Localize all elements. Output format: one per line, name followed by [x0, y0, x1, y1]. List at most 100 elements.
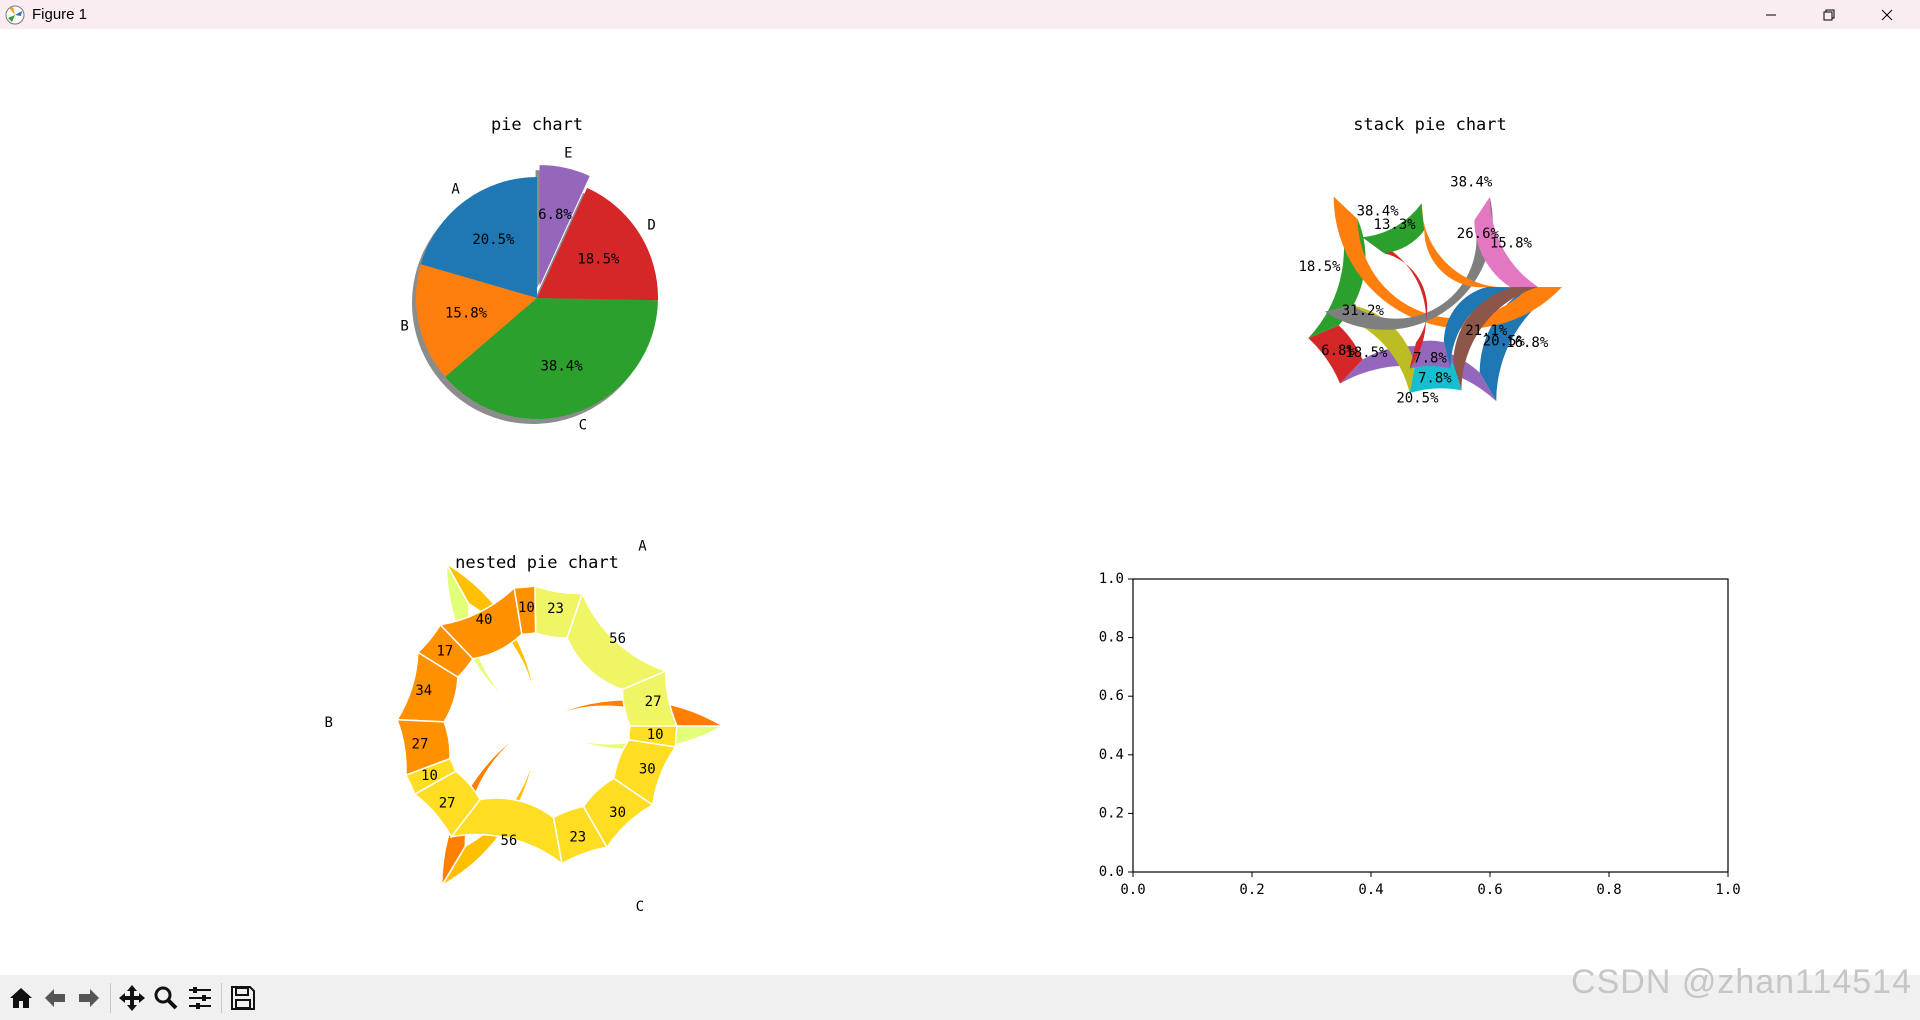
- ring-wedge-middle: [1474, 197, 1538, 287]
- figure-canvas: A 20.5% B 15.8% C 38.4% D 18.5% E 6.8% pie chart 1…: [324, 115, 1741, 915]
- forward-icon: [79, 988, 99, 1007]
- ring-pct-label: 21.1%: [1465, 323, 1508, 339]
- x-tick-label: 0.8: [1596, 882, 1621, 898]
- inner-value-label: 10: [421, 768, 438, 784]
- matplotlib-app-icon: [5, 5, 25, 24]
- navigation-toolbar: [0, 975, 1920, 1020]
- ring-wedge-middle: [1324, 197, 1493, 330]
- inner-wedge: [438, 586, 523, 660]
- y-tick-label: 1.0: [1099, 571, 1124, 587]
- pie-wedge-D: [537, 187, 658, 301]
- inner-value-label: 10: [647, 727, 664, 743]
- inner-value-label: 27: [645, 694, 662, 710]
- pie-pct-label: 6.8%: [538, 207, 572, 223]
- toolbar-separator: [110, 982, 111, 1013]
- forward-button[interactable]: [72, 981, 106, 1015]
- y-tick-label: 0.8: [1099, 630, 1124, 646]
- axes-frame: [1132, 578, 1729, 873]
- y-tick-label: 0.6: [1099, 688, 1124, 704]
- ring-wedge-inner: [1362, 237, 1428, 369]
- pie-pct-label: 18.5%: [577, 251, 620, 267]
- inner-value-label: 27: [412, 737, 429, 753]
- outer-label-C: C: [636, 899, 644, 915]
- pie-wedge-A: [420, 177, 537, 298]
- inner-value-label: 10: [518, 600, 535, 616]
- inner-value-label: 40: [476, 612, 493, 628]
- pie-label-D: D: [647, 218, 655, 234]
- restore-icon: [1823, 9, 1835, 20]
- ring-pct-label: 26.6%: [1457, 226, 1500, 242]
- watermark: CSDN @zhan114514: [1571, 963, 1912, 1001]
- outer-wedge-C: [440, 698, 726, 889]
- empty-axes: 0.0 0.2 0.4 0.6 0.8 1.0 0.0 0.2 0.4 0.6 0.8 1.0: [1099, 571, 1741, 898]
- ring-pct-label: 20.5%: [1483, 334, 1526, 350]
- chart-title: stack pie chart: [1353, 115, 1507, 135]
- ring-wedge-outer: [1333, 196, 1562, 329]
- ring-wedge-inner: [1362, 203, 1425, 254]
- inner-value-label: 34: [415, 683, 432, 699]
- ring-pct-label: 38.4%: [1450, 175, 1493, 191]
- inner-wedge: [534, 584, 584, 639]
- inner-value-label: 23: [547, 601, 564, 617]
- ring-wedge-middle: [1409, 362, 1462, 394]
- ring-wedge-middle: [1453, 287, 1538, 391]
- inner-value-label: 23: [569, 829, 586, 845]
- close-icon: [1881, 9, 1893, 20]
- chart-title: nested pie chart: [455, 553, 619, 573]
- save-icon: [231, 985, 255, 1010]
- zoom-button[interactable]: [149, 981, 183, 1015]
- ring-pct-label: 38.4%: [1357, 204, 1400, 220]
- inner-wedge: [416, 623, 474, 679]
- back-button[interactable]: [38, 981, 72, 1015]
- inner-value-label: 30: [609, 805, 626, 821]
- ring-pct-label: 16.8%: [1506, 335, 1549, 351]
- inner-value-label: 30: [639, 761, 656, 777]
- inner-wedge: [628, 725, 678, 748]
- ring-wedge-inner: [1443, 287, 1514, 369]
- ring-pct-label: 7.8%: [1418, 371, 1452, 387]
- close-button[interactable]: [1858, 0, 1916, 29]
- inner-value-label: 56: [609, 631, 626, 647]
- y-tick-label: 0.2: [1099, 805, 1124, 821]
- ring-pct-label: 13.3%: [1374, 217, 1417, 233]
- pie-wedge-E: [539, 165, 590, 287]
- inner-wedge: [449, 797, 564, 866]
- pie-wedge-B: [416, 264, 537, 377]
- window-title: Figure 1: [32, 6, 88, 23]
- y-tick-label: 0.0: [1099, 864, 1124, 880]
- window-titlebar: Figure 1: [0, 0, 1920, 29]
- inner-value-label: 56: [500, 833, 517, 849]
- restore-button[interactable]: [1800, 0, 1858, 29]
- pie-pct-label: 15.8%: [445, 305, 488, 321]
- stack-pie-chart-axes: 16.8%20.5%6.8%18.5%38.4%20.5%7.8%18.5%38…: [1298, 115, 1562, 406]
- inner-wedge: [404, 757, 457, 796]
- inner-wedge: [613, 739, 677, 807]
- configure-subplots-button[interactable]: [183, 981, 217, 1015]
- home-button[interactable]: [4, 981, 38, 1015]
- toolbar-separator: [221, 982, 222, 1013]
- save-button[interactable]: [226, 981, 260, 1015]
- outer-wedge-A: [445, 560, 726, 751]
- inner-wedge: [552, 805, 609, 865]
- inner-wedge: [566, 591, 668, 691]
- chart-title: pie chart: [491, 115, 583, 135]
- inner-value-label: 17: [436, 643, 453, 659]
- ring-wedge-outer: [1308, 325, 1363, 384]
- x-tick-label: 1.0: [1715, 882, 1740, 898]
- home-icon: [10, 987, 32, 1008]
- x-tick-label: 0.6: [1477, 882, 1502, 898]
- pie-label-E: E: [564, 146, 572, 162]
- pan-icon: [119, 984, 145, 1011]
- inner-wedge: [396, 718, 451, 777]
- outer-label-A: A: [638, 538, 647, 554]
- pie-label-A: A: [451, 182, 460, 198]
- ring-wedge-inner: [1421, 203, 1514, 288]
- pan-button[interactable]: [115, 981, 149, 1015]
- x-tick-label: 0.0: [1120, 882, 1145, 898]
- minimize-button[interactable]: [1742, 0, 1800, 29]
- ring-pct-label: 18.5%: [1345, 345, 1388, 361]
- y-tick-label: 0.4: [1099, 747, 1124, 763]
- back-icon: [45, 988, 65, 1007]
- pie-label-B: B: [400, 319, 408, 335]
